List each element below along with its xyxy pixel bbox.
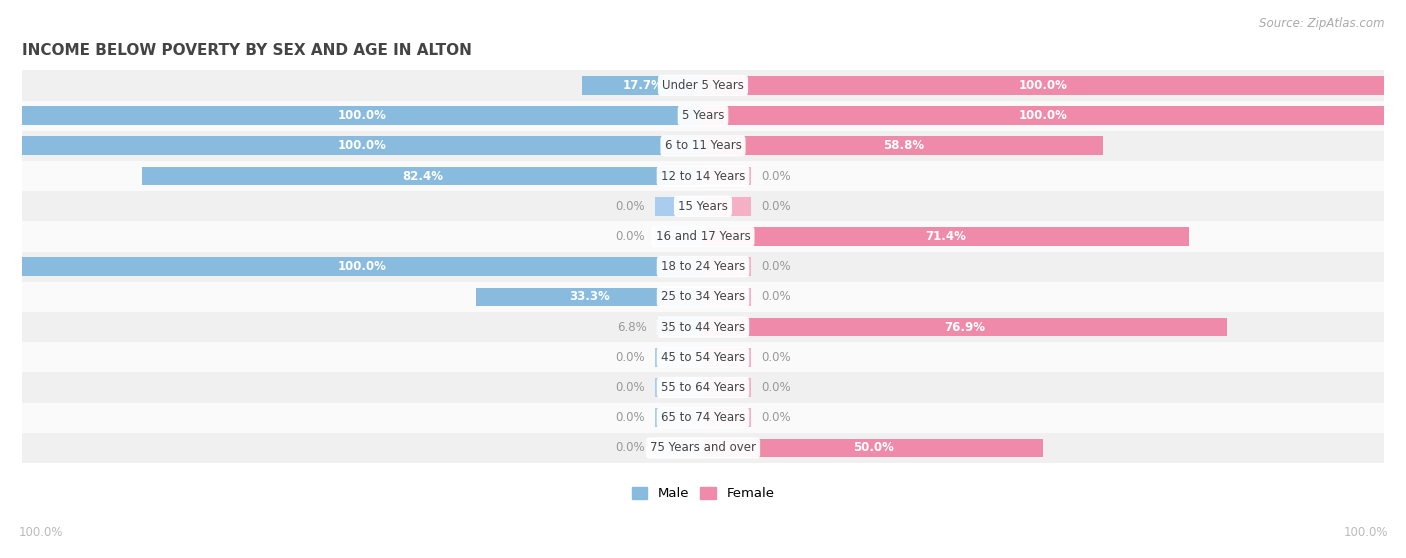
Text: 75 Years and over: 75 Years and over [650, 441, 756, 454]
Text: 65 to 74 Years: 65 to 74 Years [661, 411, 745, 424]
Text: 17.7%: 17.7% [623, 79, 664, 92]
Text: 25 to 34 Years: 25 to 34 Years [661, 290, 745, 304]
Bar [703, 287, 751, 306]
Bar [22, 131, 1384, 161]
Text: 50.0%: 50.0% [853, 441, 894, 454]
Legend: Male, Female: Male, Female [626, 482, 780, 506]
Text: 55 to 64 Years: 55 to 64 Years [661, 381, 745, 394]
Bar [142, 167, 703, 185]
Bar [22, 342, 1384, 372]
Bar [22, 403, 1384, 433]
Text: 0.0%: 0.0% [616, 200, 645, 213]
Text: 16 and 17 Years: 16 and 17 Years [655, 230, 751, 243]
Text: 0.0%: 0.0% [761, 381, 790, 394]
Text: 6 to 11 Years: 6 to 11 Years [665, 140, 741, 152]
Bar [22, 372, 1384, 403]
Bar [655, 378, 703, 397]
Bar [655, 408, 703, 427]
Text: 15 Years: 15 Years [678, 200, 728, 213]
Text: 82.4%: 82.4% [402, 170, 443, 182]
Bar [22, 252, 1384, 282]
Bar [703, 227, 1189, 246]
Bar [703, 439, 1043, 458]
Bar [22, 257, 703, 276]
Bar [477, 287, 703, 306]
Text: 12 to 14 Years: 12 to 14 Years [661, 170, 745, 182]
Text: 0.0%: 0.0% [761, 351, 790, 364]
Text: 0.0%: 0.0% [616, 441, 645, 454]
Text: INCOME BELOW POVERTY BY SEX AND AGE IN ALTON: INCOME BELOW POVERTY BY SEX AND AGE IN A… [22, 43, 472, 58]
Text: 0.0%: 0.0% [616, 351, 645, 364]
Text: 0.0%: 0.0% [761, 260, 790, 273]
Text: 100.0%: 100.0% [337, 109, 387, 122]
Text: 58.8%: 58.8% [883, 140, 924, 152]
Text: 100.0%: 100.0% [337, 260, 387, 273]
Bar [703, 408, 751, 427]
Text: 0.0%: 0.0% [761, 290, 790, 304]
Bar [703, 76, 1384, 95]
Bar [22, 282, 1384, 312]
Text: 100.0%: 100.0% [18, 526, 63, 540]
Bar [655, 227, 703, 246]
Text: 0.0%: 0.0% [761, 170, 790, 182]
Bar [703, 348, 751, 367]
Bar [22, 100, 1384, 131]
Bar [703, 257, 751, 276]
Text: 100.0%: 100.0% [1019, 79, 1069, 92]
Text: 33.3%: 33.3% [569, 290, 610, 304]
Bar [657, 318, 703, 336]
Text: Source: ZipAtlas.com: Source: ZipAtlas.com [1260, 17, 1385, 30]
Bar [22, 137, 703, 155]
Bar [703, 318, 1226, 336]
Bar [582, 76, 703, 95]
Text: 35 to 44 Years: 35 to 44 Years [661, 321, 745, 334]
Bar [655, 197, 703, 215]
Bar [22, 70, 1384, 100]
Bar [655, 439, 703, 458]
Text: 100.0%: 100.0% [1019, 109, 1069, 122]
Text: 100.0%: 100.0% [337, 140, 387, 152]
Bar [22, 106, 703, 125]
Bar [703, 378, 751, 397]
Bar [22, 161, 1384, 191]
Bar [703, 197, 751, 215]
Text: 0.0%: 0.0% [616, 230, 645, 243]
Bar [22, 312, 1384, 342]
Bar [703, 167, 751, 185]
Text: 76.9%: 76.9% [945, 321, 986, 334]
Bar [22, 222, 1384, 252]
Bar [703, 137, 1104, 155]
Text: 6.8%: 6.8% [617, 321, 647, 334]
Bar [655, 348, 703, 367]
Text: 0.0%: 0.0% [616, 381, 645, 394]
Text: 0.0%: 0.0% [761, 411, 790, 424]
Text: 0.0%: 0.0% [761, 200, 790, 213]
Text: 100.0%: 100.0% [1343, 526, 1388, 540]
Bar [703, 106, 1384, 125]
Bar [22, 433, 1384, 463]
Text: 45 to 54 Years: 45 to 54 Years [661, 351, 745, 364]
Text: 18 to 24 Years: 18 to 24 Years [661, 260, 745, 273]
Text: 71.4%: 71.4% [925, 230, 966, 243]
Text: 5 Years: 5 Years [682, 109, 724, 122]
Text: 0.0%: 0.0% [616, 411, 645, 424]
Text: Under 5 Years: Under 5 Years [662, 79, 744, 92]
Bar [22, 191, 1384, 222]
